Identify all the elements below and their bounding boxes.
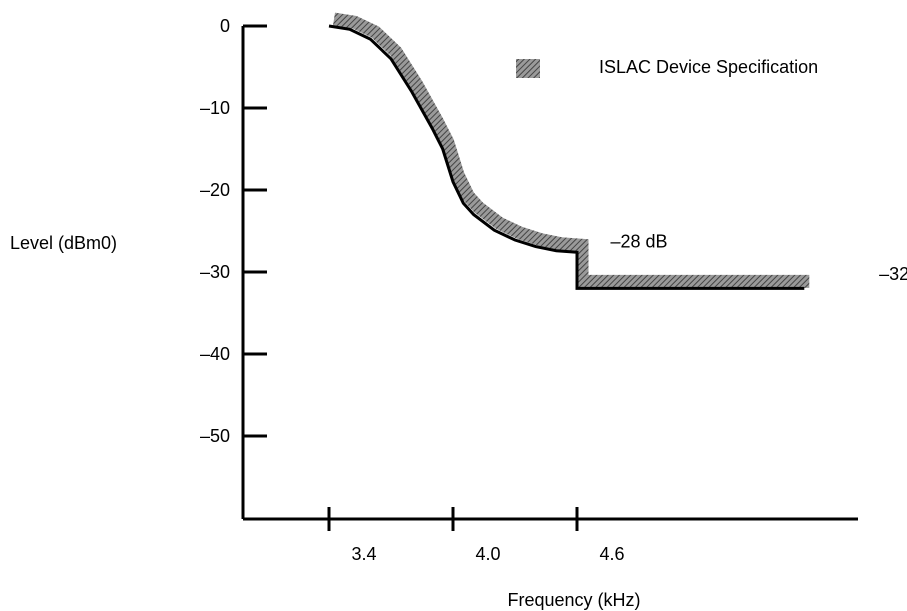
series-lines: [328, 24, 805, 290]
x-tick-label-2: 4.6: [599, 544, 624, 564]
annotation-1: –32 dB: [879, 264, 907, 284]
annotation-0: –28 dB: [610, 231, 667, 251]
legend-label: ISLAC Device Specification: [599, 57, 818, 77]
series-line-0: [328, 24, 805, 290]
y-tick-label-5: –50: [200, 426, 230, 446]
spec-band: [332, 12, 810, 288]
x-tick-label-0: 3.4: [351, 544, 376, 564]
y-axis-label: Level (dBm0): [10, 233, 117, 253]
y-tick-label-2: –20: [200, 180, 230, 200]
spec-band-series-0: [332, 12, 810, 288]
legend-swatch: [516, 59, 540, 78]
y-tick-label-0: 0: [220, 16, 230, 36]
x-tick-label-1: 4.0: [475, 544, 500, 564]
x-axis-label: Frequency (kHz): [507, 590, 640, 610]
chart-text: 0 –10 –20 –30 –40 –50 3.4 4.0 4.6 Level (dBm0) Fre…: [10, 16, 907, 610]
axes: [241, 24, 858, 531]
y-tick-label-4: –40: [200, 344, 230, 364]
y-tick-label-1: –10: [200, 98, 230, 118]
y-tick-label-3: –30: [200, 262, 230, 282]
